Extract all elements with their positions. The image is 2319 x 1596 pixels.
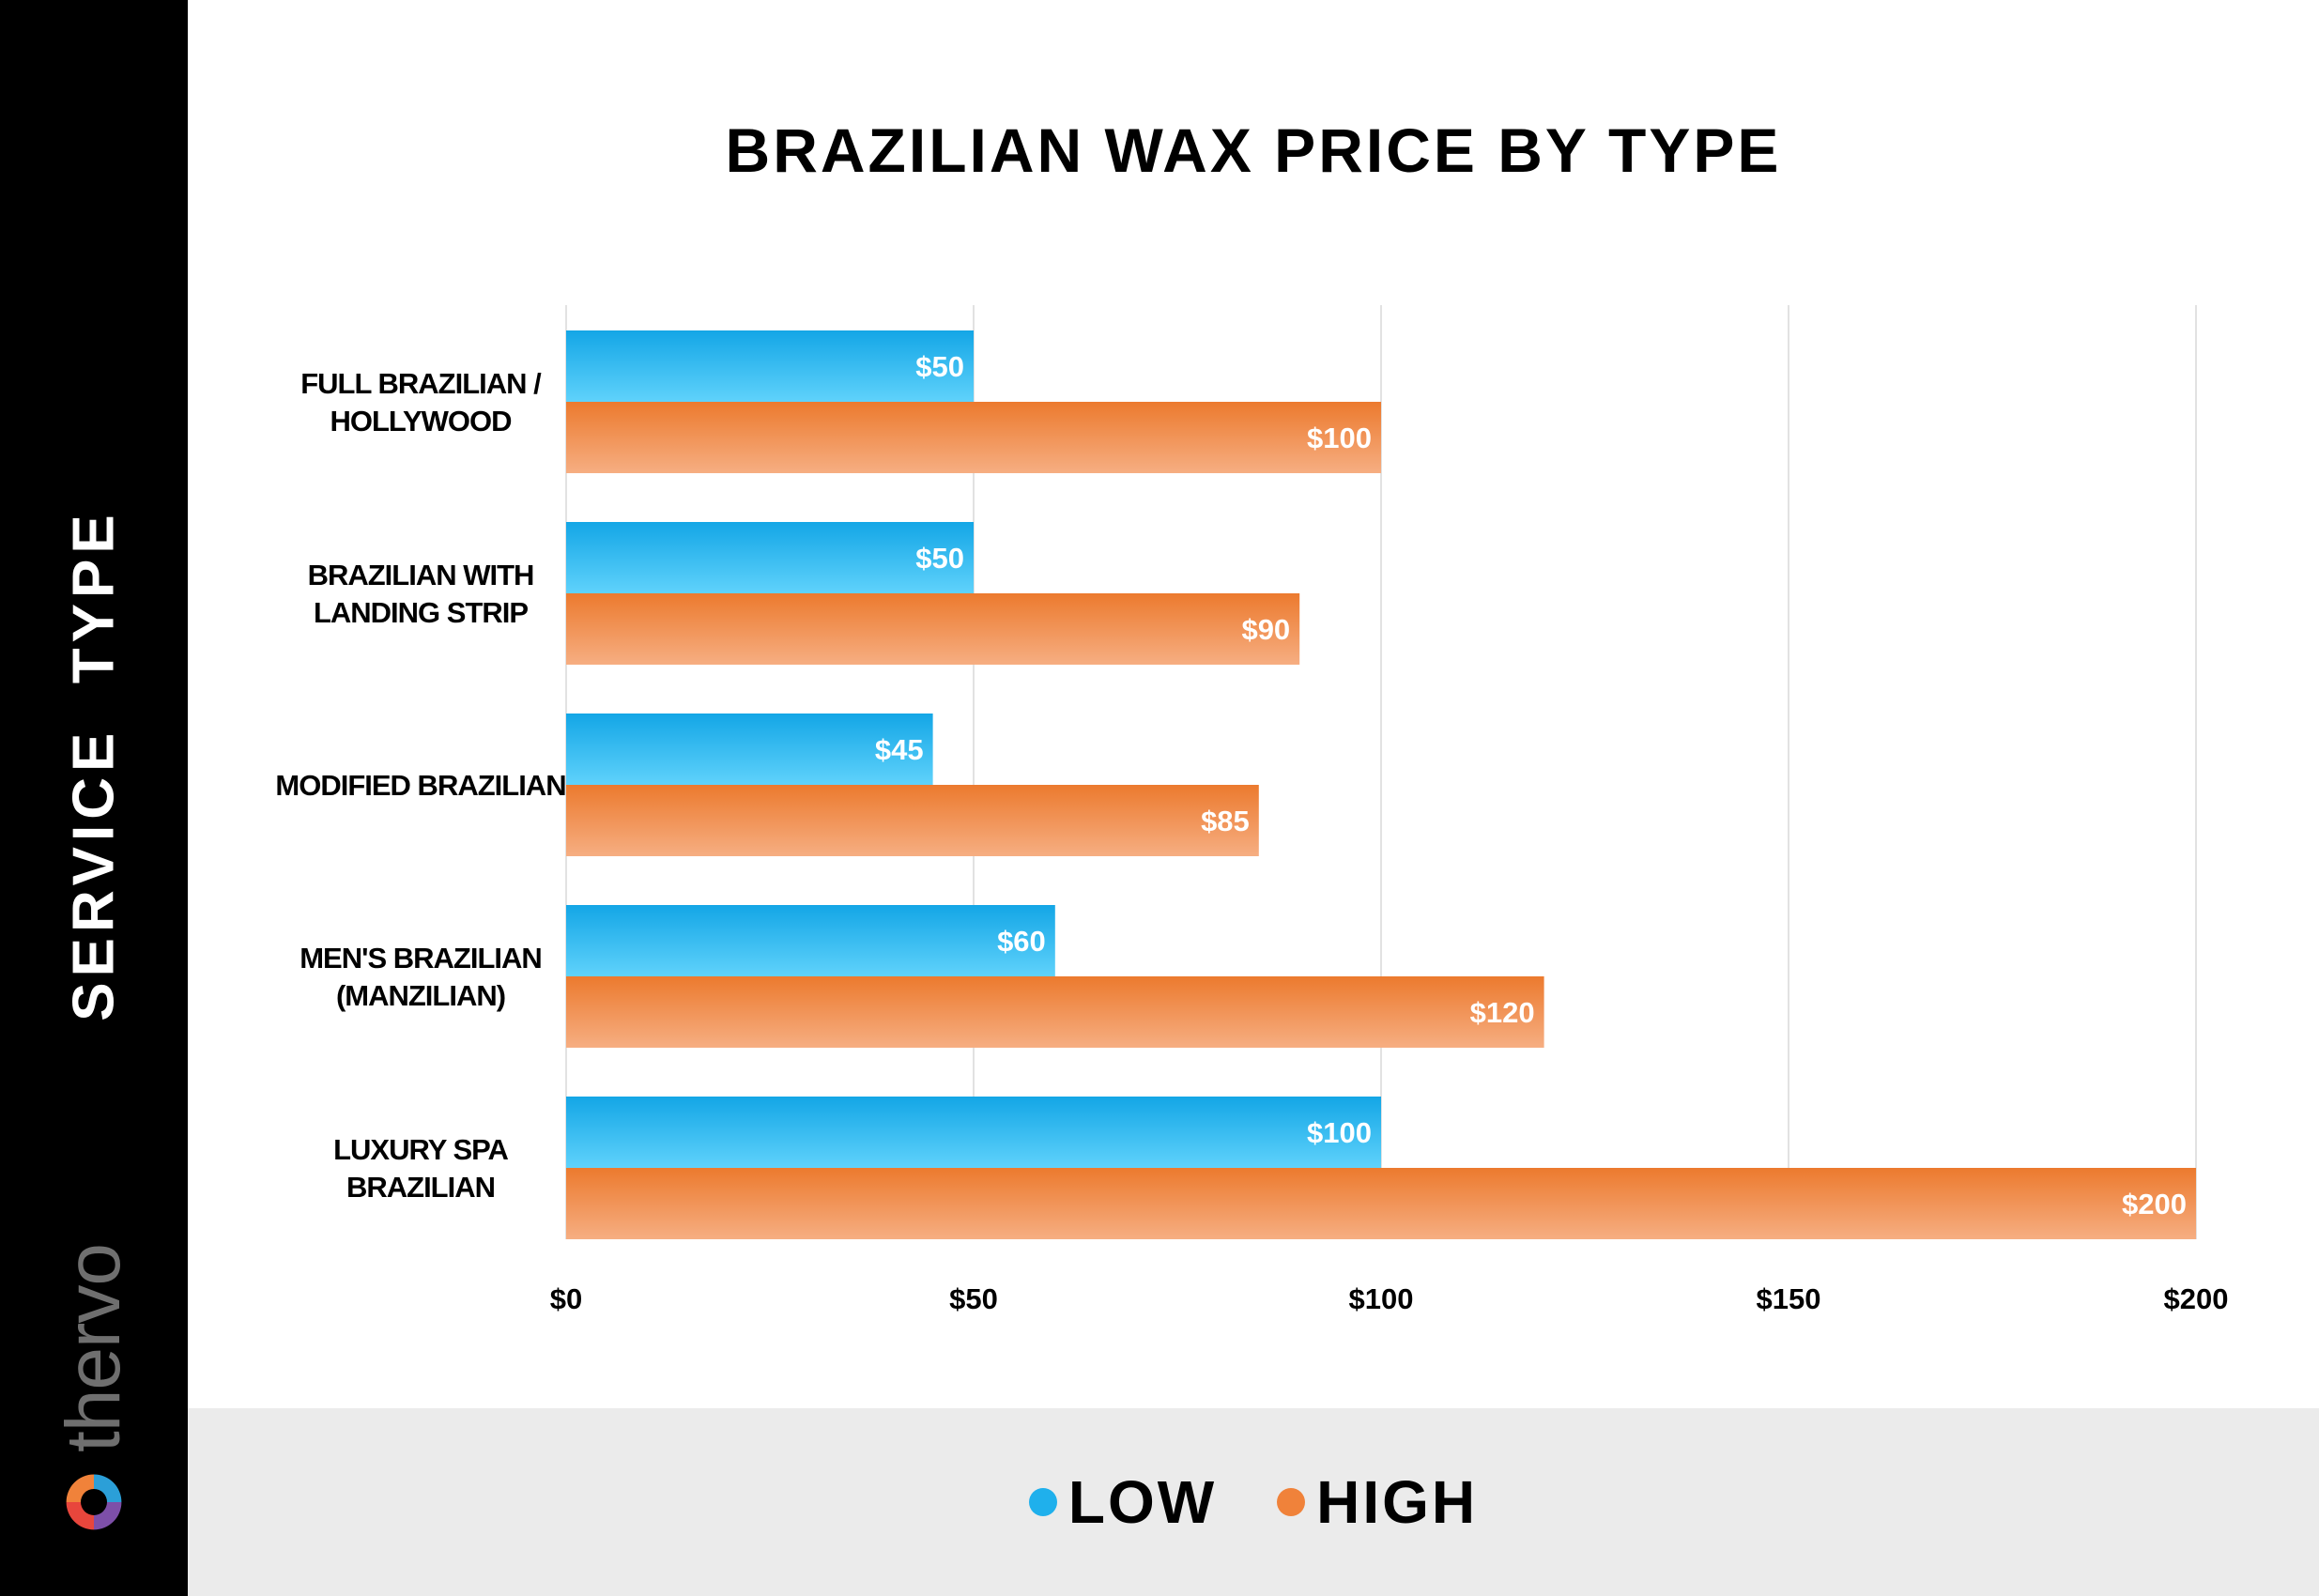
category-label-line: LANDING STRIP: [314, 596, 528, 629]
category-label: BRAZILIAN WITH LANDING STRIP: [308, 559, 534, 629]
data-label-low: $100: [1307, 1116, 1372, 1149]
x-tick-label: $50: [949, 1282, 998, 1315]
category-label: LUXURY SPA BRAZILIAN: [333, 1133, 508, 1204]
data-label-high: $90: [1241, 613, 1290, 646]
labels: $0 $50 $100 $150 $200 $50 $100 FULL BRAZILIAN /…: [275, 350, 2228, 1315]
bar-high: [566, 976, 1544, 1048]
data-label-high: $200: [2122, 1188, 2187, 1220]
x-tick-label: $200: [2164, 1282, 2229, 1315]
data-label-low: $45: [875, 733, 924, 766]
category-label-line: MODIFIED BRAZILIAN: [275, 769, 565, 802]
x-tick-label: $0: [550, 1282, 582, 1315]
category-label-line: MEN'S BRAZILIAN: [299, 942, 542, 974]
bar-high: [566, 593, 1300, 665]
bar-low: [566, 330, 974, 402]
bars: [566, 330, 2196, 1239]
bar-high: [566, 785, 1259, 856]
bar-high: [566, 402, 1381, 473]
data-label-low: $60: [997, 925, 1046, 958]
category-label: MODIFIED BRAZILIAN: [275, 769, 565, 802]
chart-title: BRAZILIAN WAX PRICE BY TYPE: [725, 115, 1782, 185]
legend-low-label: LOW: [1067, 1468, 1218, 1536]
bar-low: [566, 1097, 1381, 1168]
category-label-line: HOLLYWOOD: [330, 405, 512, 437]
legend-item-low: LOW: [1028, 1467, 1218, 1537]
category-label-line: BRAZILIAN: [346, 1171, 495, 1204]
category-label-line: BRAZILIAN WITH: [308, 559, 534, 591]
bar-low: [566, 905, 1055, 976]
category-label: MEN'S BRAZILIAN (MANZILIAN): [299, 942, 542, 1012]
legend: LOW HIGH: [188, 1408, 2319, 1596]
data-label-high: $100: [1307, 422, 1372, 454]
category-label-line: LUXURY SPA: [333, 1133, 508, 1166]
bar-low: [566, 522, 974, 593]
thervo-logo-icon: [66, 1474, 122, 1530]
brand: thervo: [50, 1244, 138, 1535]
legend-low-swatch: [1028, 1488, 1057, 1516]
category-label-line: (MANZILIAN): [336, 979, 505, 1012]
data-label-low: $50: [915, 350, 964, 383]
data-label-high: $85: [1201, 805, 1250, 837]
data-label-high: $120: [1470, 996, 1535, 1029]
x-tick-label: $150: [1757, 1282, 1821, 1315]
bar-high: [566, 1168, 2196, 1239]
sidebar: SERVICE TYPE thervo: [0, 0, 188, 1596]
legend-item-high: HIGH: [1277, 1467, 1478, 1537]
data-label-low: $50: [915, 542, 964, 575]
bar-low: [566, 714, 933, 785]
legend-high-label: HIGH: [1316, 1468, 1479, 1536]
bar-chart: $0 $50 $100 $150 $200 $50 $100 FULL BRAZILIAN /…: [275, 305, 2228, 1315]
x-tick-label: $100: [1349, 1282, 1414, 1315]
category-label-line: FULL BRAZILIAN /: [300, 367, 542, 400]
legend-high-swatch: [1277, 1488, 1306, 1516]
category-label: FULL BRAZILIAN / HOLLYWOOD: [300, 367, 542, 437]
